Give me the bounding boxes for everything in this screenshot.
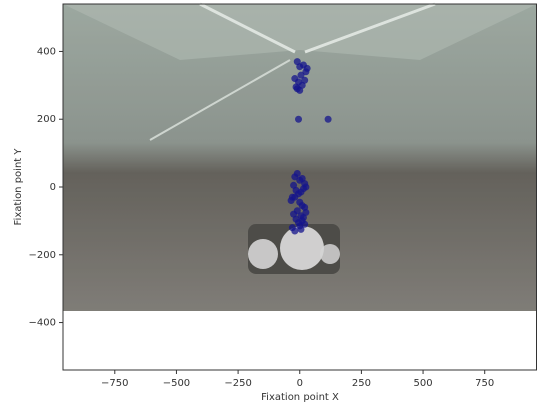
fixation-point: [304, 65, 311, 72]
fixation-point: [325, 116, 332, 123]
fixation-point: [291, 228, 298, 235]
y-tick-label: 200: [37, 114, 56, 125]
fixation-point: [294, 170, 301, 177]
y-tick-label: 400: [37, 46, 56, 57]
y-axis-label: Fixation point Y: [13, 148, 24, 226]
y-tick-label: 0: [50, 182, 56, 193]
fixation-point: [294, 85, 301, 92]
background-image: [63, 4, 537, 311]
fixation-point: [297, 226, 304, 233]
y-tick-label: −200: [29, 250, 56, 261]
x-tick-label: −500: [163, 378, 190, 389]
y-tick-label: −400: [29, 318, 56, 329]
x-axis-label: Fixation point X: [261, 392, 339, 403]
fixation-point: [302, 209, 309, 216]
fixation-point: [291, 194, 298, 201]
x-tick-label: 500: [414, 378, 433, 389]
fixation-point: [295, 116, 302, 123]
fixation-point: [300, 185, 307, 192]
x-tick-label: 250: [352, 378, 371, 389]
x-tick-label: −250: [224, 378, 251, 389]
x-tick-label: −750: [101, 378, 128, 389]
chart: Fixation point X Fixation point Y −750 −5…: [0, 0, 537, 407]
x-tick-label: 0: [297, 378, 303, 389]
fixation-point: [301, 77, 308, 84]
x-tick-label: 750: [475, 378, 494, 389]
